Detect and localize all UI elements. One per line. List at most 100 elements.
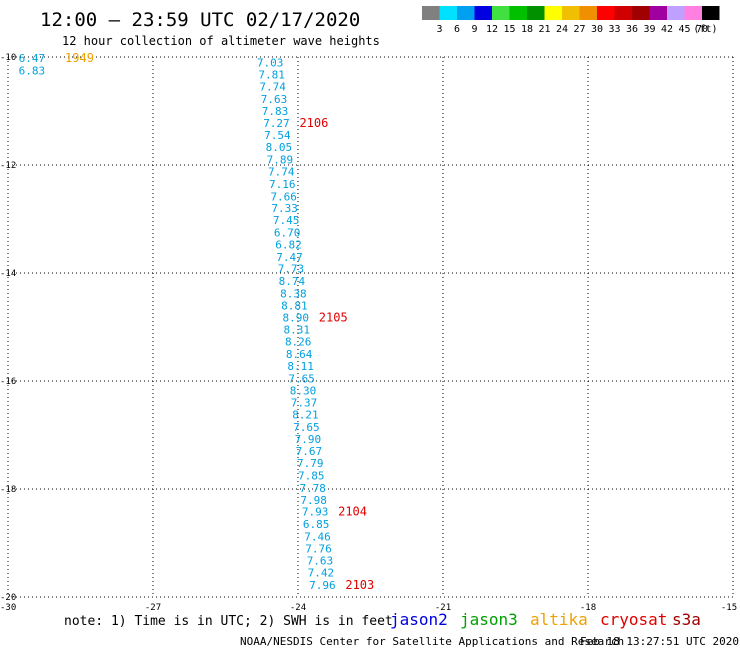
wave-height-value: 7.67 <box>296 445 323 458</box>
x-tick-label: -15 <box>721 603 737 613</box>
satellite-jason2: jason2 <box>390 610 448 629</box>
legend-label: 18 <box>521 24 533 35</box>
legend-label: 39 <box>643 24 655 35</box>
wave-height-value: 7.42 <box>308 567 335 580</box>
wave-height-value: 7.16 <box>269 178 296 191</box>
wave-height-value: 8.31 <box>284 324 311 337</box>
satellite-s3a: s3a <box>672 610 701 629</box>
wave-height-value: 7.93 <box>302 506 329 519</box>
wave-height-value: 8.21 <box>292 408 319 421</box>
color-legend: 3 6 9 12 15 18 21 24 27 30 33 36 39 42 45 70(ft) <box>422 6 720 35</box>
wave-height-value: 7.83 <box>262 105 289 118</box>
pass-time-label: 1949 <box>65 51 94 65</box>
wave-height-value: 7.73 <box>278 263 305 276</box>
map-grid <box>7 56 734 598</box>
legend-swatch <box>474 6 492 20</box>
satellite-altika: altika <box>530 610 588 629</box>
wave-height-value: 7.79 <box>297 457 324 470</box>
pass-time-label: 2103 <box>345 578 374 592</box>
wave-height-value: 6.83 <box>19 65 45 78</box>
pass-time-label: 2104 <box>338 505 367 519</box>
time-labels: 1949 2106 2105 2104 2103 <box>65 51 374 592</box>
wave-height-value: 7.74 <box>259 81 286 94</box>
wave-height-value: 8.30 <box>290 385 317 398</box>
page-subtitle: 12 hour collection of altimeter wave hei… <box>62 34 380 48</box>
y-tick-label: -20 <box>0 593 16 603</box>
x-tick-label: -24 <box>290 603 306 613</box>
legend-swatch <box>562 6 580 20</box>
wave-height-value: 7.27 <box>263 117 290 130</box>
footer-credit: NOAA/NESDIS Center for Satellite Applica… <box>240 635 624 648</box>
y-tick-label: -18 <box>0 485 16 495</box>
wave-height-value: 7.74 <box>268 165 295 178</box>
wave-height-value: 7.85 <box>298 470 325 483</box>
wave-height-value: 7.37 <box>291 397 318 410</box>
wave-height-value: 7.65 <box>288 372 315 385</box>
legend-swatch <box>579 6 597 20</box>
legend-swatch <box>632 6 650 20</box>
legend-label: 24 <box>556 24 568 35</box>
pass-time-label: 2105 <box>319 310 348 324</box>
wave-height-value: 6.47 <box>19 52 45 65</box>
legend-swatch <box>527 6 545 20</box>
legend-swatch <box>649 6 667 20</box>
legend-swatch <box>492 6 510 20</box>
wave-height-value: 6.70 <box>274 227 301 240</box>
wave-height-value: 6.82 <box>275 238 302 251</box>
wave-height-value: 8.05 <box>266 141 293 154</box>
legend-label: 21 <box>538 24 550 35</box>
wave-height-value: 7.03 <box>257 56 284 69</box>
legend-label: 36 <box>626 24 638 35</box>
legend-label: 70 <box>696 24 708 35</box>
legend-label: 27 <box>573 24 585 35</box>
wave-height-value: 7.63 <box>261 93 288 106</box>
legend-swatch <box>509 6 527 20</box>
legend-label: 42 <box>661 24 673 35</box>
wave-height-value: 7.46 <box>304 531 331 544</box>
wave-height-value: 8.90 <box>283 311 310 324</box>
footer-note: note: 1) Time is in UTC; 2) SWH is in fe… <box>64 614 393 629</box>
satellite-jason3: jason3 <box>460 610 518 629</box>
wave-height-value: 6.85 <box>303 518 330 531</box>
legend-swatch <box>702 6 720 20</box>
x-tick-label: -27 <box>145 603 161 613</box>
wave-height-value: 8.11 <box>287 360 314 373</box>
legend-label: 33 <box>608 24 620 35</box>
wave-height-value: 7.89 <box>267 154 294 167</box>
wave-height-value: 7.47 <box>276 251 303 264</box>
wave-height-value: 8.26 <box>285 336 312 349</box>
legend-label: 6 <box>454 24 460 35</box>
wave-height-value: 7.90 <box>295 433 322 446</box>
satellite-cryosat: cryosat <box>600 610 667 629</box>
y-tick-label: -12 <box>0 161 16 171</box>
wave-height-value: 7.33 <box>271 202 298 215</box>
x-tick-label: -21 <box>435 603 451 613</box>
wave-height-value: 7.45 <box>273 214 300 227</box>
legend-swatch <box>457 6 475 20</box>
legend-swatch <box>597 6 615 20</box>
legend-label: 45 <box>678 24 690 35</box>
wave-height-value: 7.98 <box>300 494 327 507</box>
wave-height-value: 7.63 <box>307 554 334 567</box>
wave-height-value: 7.65 <box>293 421 320 434</box>
legend-label: 3 <box>436 24 442 35</box>
x-tick-label: -30 <box>0 603 16 613</box>
page-title: 12:00 – 23:59 UTC 02/17/2020 <box>40 9 360 31</box>
y-tick-label: -16 <box>0 377 16 387</box>
wave-height-value: 8.74 <box>279 275 306 288</box>
wave-height-value: 7.76 <box>305 542 332 555</box>
x-tick-label: -18 <box>580 603 596 613</box>
legend-swatch <box>439 6 457 20</box>
wave-height-value: 7.66 <box>270 190 297 203</box>
legend-swatch <box>684 6 702 20</box>
legend-label: 15 <box>503 24 515 35</box>
wave-height-value: 7.54 <box>264 129 291 142</box>
legend-swatch <box>422 6 440 20</box>
wave-height-value: 7.78 <box>299 482 326 495</box>
wave-height-values: 6.476.837.037.817.747.637.837.277.548.05… <box>19 52 336 592</box>
legend-swatch <box>614 6 632 20</box>
y-tick-label: -14 <box>0 269 16 279</box>
wave-height-value: 7.96 <box>309 579 336 592</box>
y-tick-label: -10 <box>0 53 16 63</box>
